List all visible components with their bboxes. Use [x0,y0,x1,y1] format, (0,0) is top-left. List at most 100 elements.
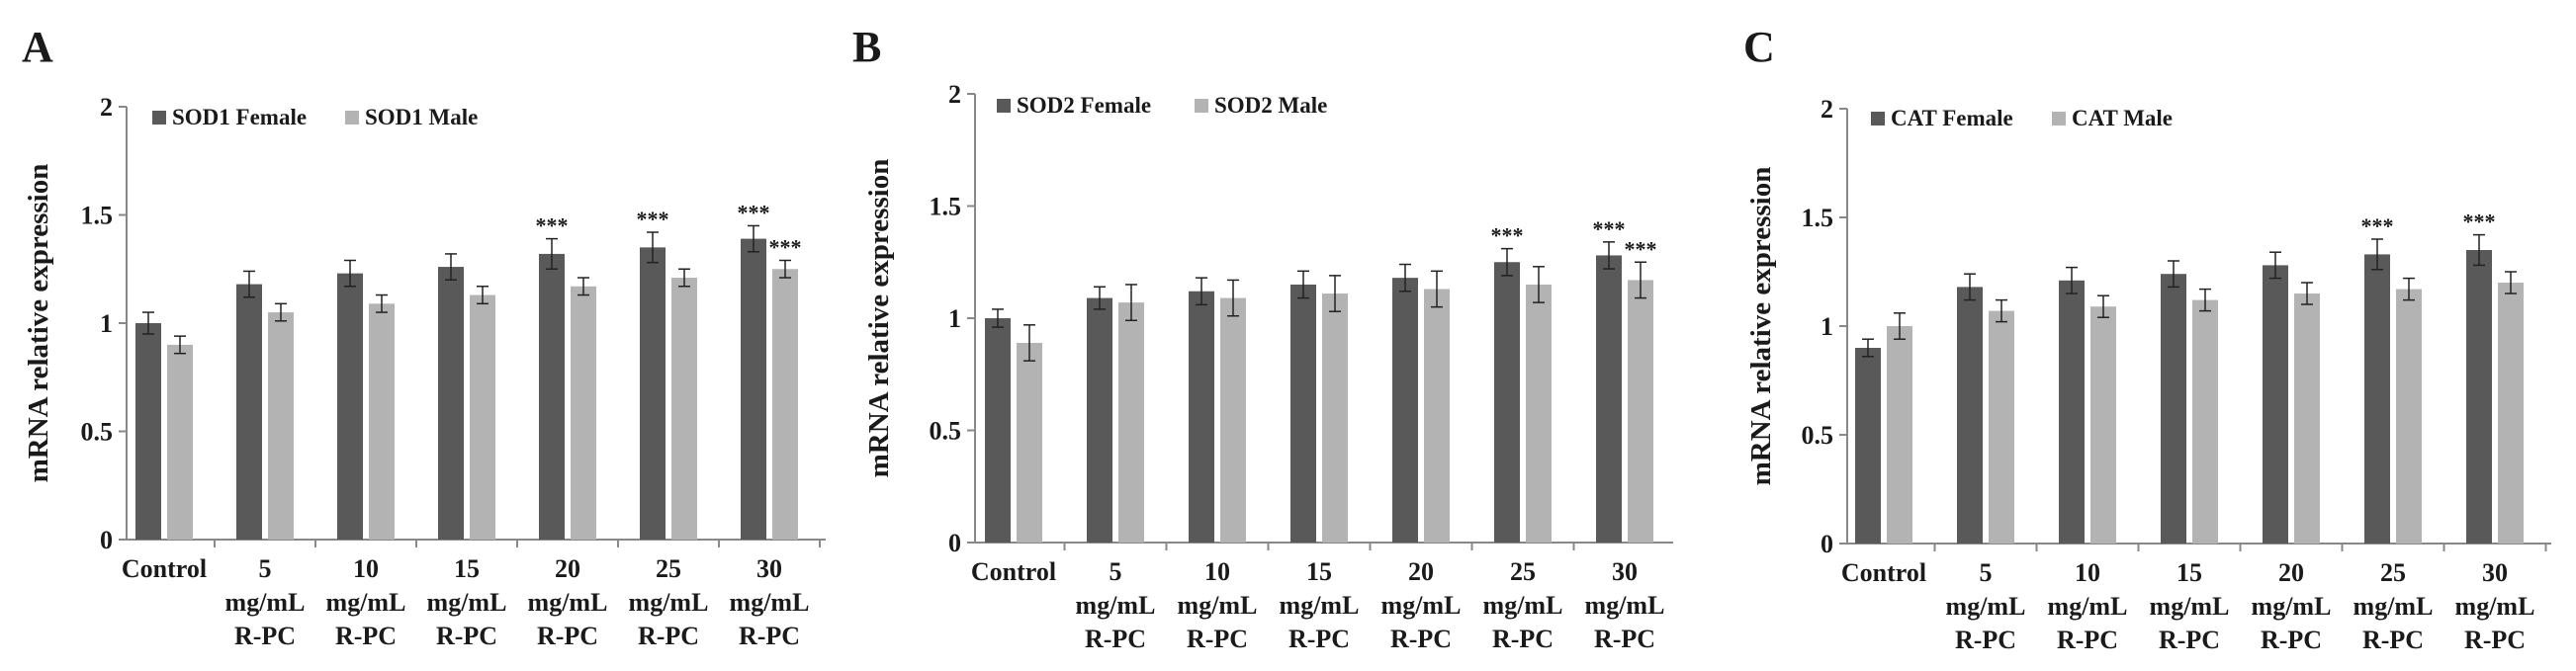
bar-female [1494,262,1520,543]
category-label: 30 [1612,557,1638,586]
bar-male [167,344,193,540]
bar-male [2498,283,2524,544]
category-label: mg/mL [326,588,406,617]
category-label: R-PC [1390,625,1452,653]
category-label: 5 [1980,558,1993,587]
significance-marker: *** [1593,216,1626,241]
category-label: 25 [1510,557,1536,586]
category-label: 30 [2482,558,2508,587]
y-tick-label: 1 [100,309,113,338]
significance-marker: *** [738,200,770,224]
bar-female [236,284,262,540]
bar-male [369,303,395,540]
bar-male [1526,284,1552,543]
bar-female [1596,255,1622,543]
bar-male [2294,294,2320,544]
bar-female [640,247,666,540]
y-tick-label: 0.5 [1802,421,1834,450]
category-label: R-PC [1594,625,1655,653]
bar-male [2090,306,2116,544]
legend-label: SOD2 Female [1017,93,1151,118]
category-label: 25 [656,554,681,583]
category-label: mg/mL [1076,591,1156,620]
bar-male [1887,326,1912,544]
significance-marker: *** [2463,210,2496,234]
category-label: R-PC [436,622,497,650]
y-axis-title: mRNA relative expression [863,159,895,478]
significance-marker: *** [769,234,802,259]
bar-male [2396,289,2422,544]
category-label: R-PC [2464,626,2526,654]
bar-male [2192,299,2218,544]
bar-male [1424,289,1450,543]
bar-female [741,238,766,540]
category-label: mg/mL [2354,592,2434,621]
bar-female [2466,250,2492,544]
significance-marker: *** [1491,223,1524,248]
category-label: mg/mL [629,588,709,617]
bar-female [1087,297,1112,543]
bar-female [1855,348,1881,544]
y-axis-title: mRNA relative expression [1745,167,1777,486]
category-label: 10 [1204,557,1230,586]
bar-male [268,312,294,540]
category-label: mg/mL [225,588,306,617]
category-label: mg/mL [1483,591,1563,620]
significance-marker: *** [2361,213,2394,238]
y-tick-label: 0 [100,526,113,554]
category-label: mg/mL [427,588,507,617]
category-label: R-PC [1187,625,1248,653]
category-label: 10 [353,554,379,583]
bar-male [1989,310,2014,544]
bar-female [2263,265,2288,544]
category-label: 15 [2176,558,2202,587]
category-label: mg/mL [2048,592,2128,621]
legend-label: SOD2 Male [1214,93,1327,118]
y-tick-label: 0.5 [81,418,114,447]
category-label: 20 [1408,557,1434,586]
category-label: R-PC [1085,625,1146,653]
category-label: 10 [2075,558,2100,587]
y-tick-label: 1.5 [81,202,114,230]
category-label: mg/mL [2455,592,2535,621]
category-label: 20 [2278,558,2304,587]
bar-male [571,286,596,540]
category-label: 5 [1110,557,1122,586]
legend-swatch [2052,112,2066,126]
bar-female [1290,284,1316,543]
bar-female [2161,274,2186,544]
y-tick-label: 0 [948,529,961,557]
y-axis-title: mRNA relative expression [23,164,54,483]
category-label: mg/mL [1585,591,1665,620]
category-label: R-PC [739,622,800,650]
category-label: 15 [1306,557,1332,586]
category-label: 25 [2380,558,2406,587]
category-label: R-PC [234,622,296,650]
category-label: Control [1841,558,1926,587]
category-label: 5 [259,554,272,583]
category-label: R-PC [2261,626,2322,654]
legend-swatch [345,111,359,125]
category-label: mg/mL [528,588,608,617]
y-tick-label: 1 [1821,312,1833,341]
legend-label: CAT Male [2072,106,2173,130]
legend-swatch [997,99,1011,113]
significance-marker: *** [1625,236,1657,261]
category-label: mg/mL [2252,592,2332,621]
legend-swatch [1195,99,1208,113]
category-label: mg/mL [1381,591,1462,620]
category-label: mg/mL [2150,592,2230,621]
y-tick-label: 2 [100,93,113,122]
bar-male [1322,294,1348,543]
significance-marker: *** [637,207,669,231]
bar-female [539,253,565,540]
y-tick-label: 1.5 [930,193,962,221]
category-label: mg/mL [1280,591,1360,620]
bar-female [135,323,161,540]
bar-female [2059,280,2085,544]
category-label: R-PC [1492,625,1554,653]
y-tick-label: 0.5 [930,417,962,446]
